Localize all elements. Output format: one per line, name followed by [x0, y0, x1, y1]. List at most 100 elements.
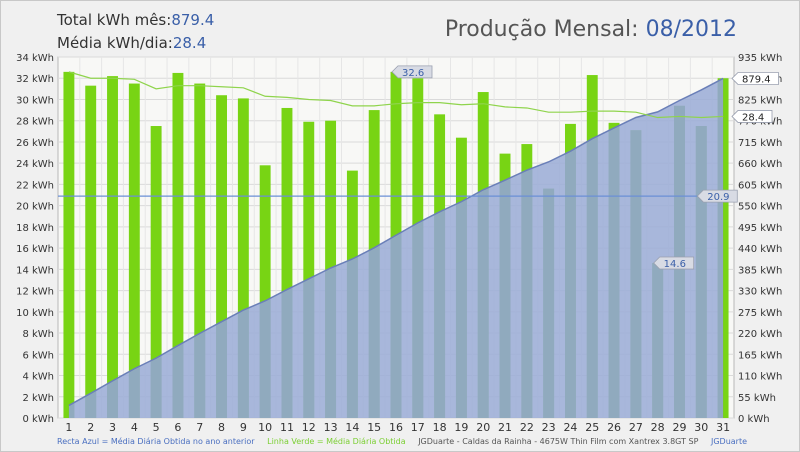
y-right-tick-label: 275 kWh [738, 308, 782, 319]
total-kwh-value: 879.4 [171, 11, 215, 29]
x-tick-label: 21 [498, 421, 512, 434]
y-left-tick-label: 28 kWh [16, 117, 54, 128]
x-tick-label: 7 [196, 421, 203, 434]
y-right-tick-label: 825 kWh [738, 95, 782, 106]
x-tick-label: 23 [542, 421, 556, 434]
y-left-tick-label: 16 kWh [16, 244, 54, 255]
total-kwh-month: Total kWh mês:879.4 [57, 11, 214, 29]
data-label-box [391, 65, 433, 79]
x-tick-label: 6 [174, 421, 181, 434]
y-left-tick-label: 4 kWh [22, 372, 54, 383]
y-right-tick-label: 935 kWh [738, 53, 782, 64]
bar-day-4 [128, 83, 140, 418]
x-tick-label: 16 [389, 421, 403, 434]
data-label-32.6: 32.6 [391, 65, 433, 79]
x-tick-label: 29 [672, 421, 686, 434]
y-left-tick-label: 12 kWh [16, 287, 54, 298]
x-tick-label: 20 [476, 421, 490, 434]
x-tick-label: 2 [87, 421, 94, 434]
y-right-tick-label: 330 kWh [738, 287, 782, 298]
x-tick-label: 22 [520, 421, 534, 434]
y-left-tick-label: 34 kWh [16, 53, 54, 64]
y-left-tick-label: 30 kWh [16, 95, 54, 106]
x-tick-label: 28 [651, 421, 665, 434]
y-right-tick-label: 55 kWh [738, 393, 776, 404]
x-tick-label: 18 [433, 421, 447, 434]
green-line-legend: Linha Verde = Média Diária Obtida [267, 437, 406, 446]
bar-day-8 [216, 95, 227, 419]
data-label-14.6: 14.6 [653, 256, 695, 270]
data-label-box [731, 72, 779, 85]
y-left-tick-label: 10 kWh [16, 308, 54, 319]
y-left-tick-label: 22 kWh [16, 180, 54, 191]
brand-label: JGDuarte [710, 437, 748, 446]
bar-day-10 [259, 165, 271, 418]
data-label-20.9: 20.9 [696, 189, 738, 203]
y-left-tick-label: 24 kWh [16, 159, 54, 170]
y-right-tick-label: 440 kWh [738, 244, 782, 255]
y-left-tick-label: 0 kWh [22, 414, 54, 425]
y-left-tick-label: 32 kWh [16, 74, 54, 85]
y-left-tick-label: 2 kWh [22, 393, 54, 404]
y-left-tick-label: 20 kWh [16, 202, 54, 213]
bar-day-5 [150, 126, 162, 418]
bar-day-9 [237, 98, 249, 419]
data-label-box [696, 189, 738, 203]
y-left-tick-label: 18 kWh [16, 223, 54, 234]
x-tick-label: 30 [694, 421, 708, 434]
y-right-tick-label: 605 kWh [738, 180, 782, 191]
avg-kwh-day: Média kWh/dia:28.4 [57, 34, 206, 52]
x-tick-label: 9 [240, 421, 247, 434]
y-right-tick-label: 495 kWh [738, 223, 782, 234]
x-tick-label: 3 [109, 421, 116, 434]
bar-day-12 [303, 121, 315, 419]
x-tick-label: 12 [302, 421, 316, 434]
x-tick-label: 15 [367, 421, 381, 434]
x-tick-label: 4 [131, 421, 138, 434]
data-label-text: 20.9 [707, 192, 729, 203]
y-right-tick-label: 660 kWh [738, 159, 782, 170]
x-tick-label: 1 [65, 421, 72, 434]
installation-info: JGDuarte - Caldas da Rainha - 4675W Thin… [418, 437, 699, 446]
x-tick-label: 14 [345, 421, 359, 434]
x-tick-label: 24 [563, 421, 577, 434]
y-left-tick-label: 14 kWh [16, 265, 54, 276]
data-label-text: 32.6 [402, 68, 424, 79]
y-right-tick-label: 110 kWh [738, 372, 782, 383]
data-label-879.4: 879.4 [731, 72, 779, 85]
x-tick-label: 5 [153, 421, 160, 434]
chart-title: Produção Mensal: 08/2012 [445, 17, 737, 42]
y-left-tick-label: 8 kWh [22, 329, 54, 340]
bar-day-7 [194, 83, 206, 418]
x-tick-label: 25 [585, 421, 599, 434]
cumulative-line [68, 77, 724, 407]
data-label-text: 879.4 [742, 74, 771, 85]
y-right-tick-label: 220 kWh [738, 329, 782, 340]
y-right-tick-label: 0 kWh [738, 414, 770, 425]
y-right-tick-label: 550 kWh [738, 202, 782, 213]
blue-line-legend: Recta Azul = Média Diária Obtida no ano … [57, 437, 255, 446]
x-tick-label: 11 [280, 421, 294, 434]
y-right-tick-label: 165 kWh [738, 350, 782, 361]
bar-day-6 [172, 72, 184, 419]
x-tick-label: 26 [607, 421, 621, 434]
data-label-text: 28.4 [742, 112, 764, 123]
data-label-text: 14.6 [664, 259, 686, 270]
x-tick-label: 27 [629, 421, 643, 434]
x-tick-label: 13 [324, 421, 338, 434]
cumulative-area [68, 78, 724, 418]
bar-day-3 [107, 76, 118, 419]
avg-kwh-value: 28.4 [172, 34, 207, 52]
chart-footer: Recta Azul = Média Diária Obtida no ano … [57, 437, 757, 446]
y-right-tick-label: 715 kWh [738, 138, 782, 149]
x-tick-label: 17 [411, 421, 425, 434]
data-label-box [731, 110, 773, 123]
bar-day-2 [85, 85, 97, 418]
y-left-tick-label: 26 kWh [16, 138, 54, 149]
bar-day-11 [281, 107, 293, 418]
data-label-box [653, 256, 695, 270]
chart-title-period: 08/2012 [645, 17, 737, 42]
x-tick-label: 31 [716, 421, 730, 434]
